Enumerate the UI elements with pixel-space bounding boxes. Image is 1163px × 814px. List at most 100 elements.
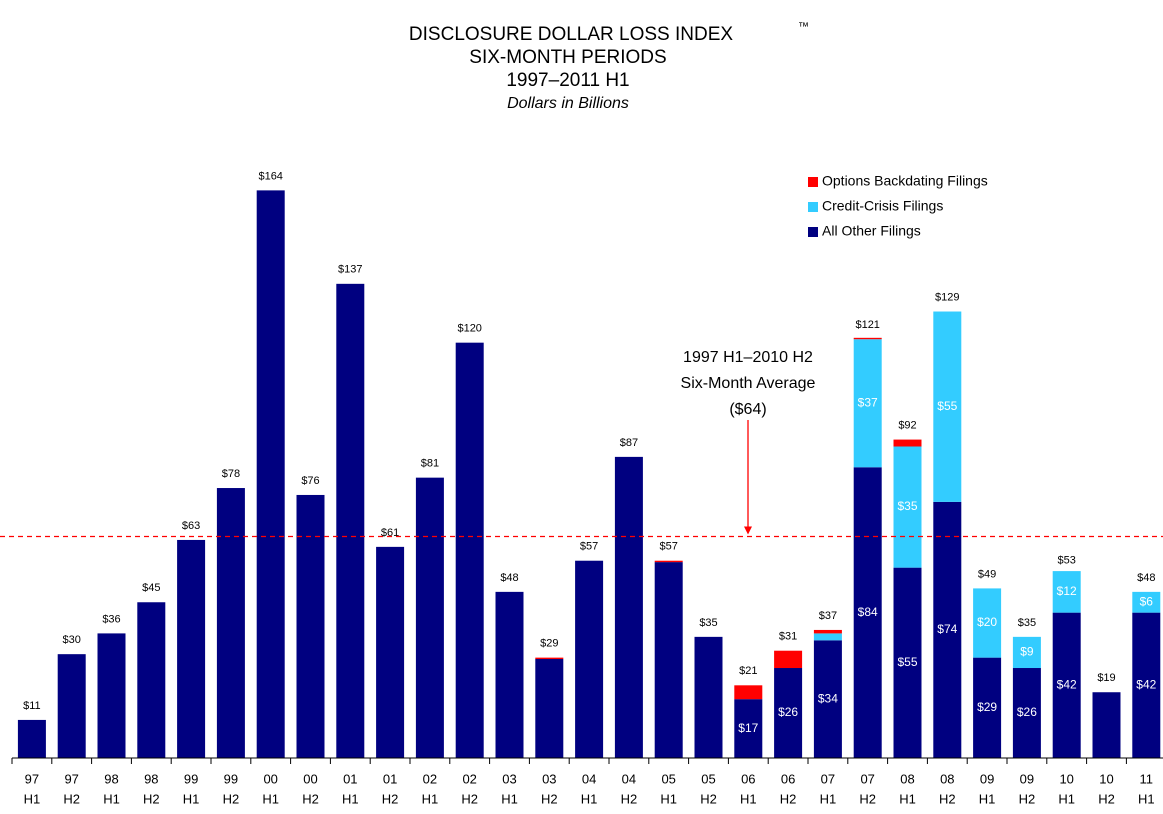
- x-tick-label: 07: [860, 771, 874, 786]
- bar-segment: [933, 501, 962, 758]
- x-tick-label: H1: [342, 791, 359, 806]
- segment-label: $6: [1140, 594, 1154, 608]
- bar-segment: [1052, 571, 1081, 613]
- x-tick-label: H2: [541, 791, 558, 806]
- total-label: $29: [540, 638, 558, 650]
- bar-segment: [296, 494, 325, 758]
- chart-subtitle: SIX-MONTH PERIODS: [469, 47, 666, 68]
- segment-label: $37: [858, 395, 878, 409]
- x-tick-label: 09: [980, 771, 994, 786]
- segment-label: $26: [778, 705, 798, 719]
- bar-segment: [893, 439, 922, 447]
- x-tick-label: 03: [502, 771, 516, 786]
- total-label: $21: [739, 665, 757, 677]
- bar-segment: [376, 546, 405, 758]
- legend-swatch: [808, 177, 818, 187]
- bar-segment: [137, 602, 166, 758]
- x-tick-label: H1: [501, 791, 518, 806]
- total-label: $137: [338, 264, 362, 276]
- total-label: $45: [142, 582, 160, 594]
- segment-label: $42: [1136, 677, 1156, 691]
- x-tick-label: H1: [581, 791, 598, 806]
- bar-segment: [1012, 636, 1041, 669]
- bar-segment: [973, 657, 1002, 758]
- x-tick-label: 08: [940, 771, 954, 786]
- total-label: $35: [699, 617, 717, 629]
- x-tick-label: 98: [144, 771, 158, 786]
- x-tick-label: H2: [223, 791, 240, 806]
- bar-segment: [853, 467, 882, 758]
- bar-segment: [336, 283, 365, 758]
- legend-label: Credit-Crisis Filings: [822, 198, 943, 214]
- bar-segment: [893, 567, 922, 758]
- x-tick-label: 01: [343, 771, 357, 786]
- x-tick-label: H2: [1019, 791, 1036, 806]
- total-label: $78: [222, 468, 240, 480]
- bar-segment: [1092, 692, 1121, 758]
- bar-segment: [495, 591, 524, 758]
- bar-segment: [97, 633, 126, 758]
- x-tick-label: 06: [741, 771, 755, 786]
- x-tick-label: 02: [462, 771, 476, 786]
- average-arrowhead: [744, 526, 752, 535]
- legend-label: Options Backdating Filings: [822, 173, 988, 189]
- x-tick-label: 04: [622, 771, 636, 786]
- x-tick-label: H2: [780, 791, 797, 806]
- x-tick-label: H1: [660, 791, 677, 806]
- title-mark: ™: [798, 21, 809, 33]
- total-label: $48: [1137, 572, 1155, 584]
- segment-label: $74: [937, 622, 957, 636]
- x-tick-label: 03: [542, 771, 556, 786]
- bar-segment: [813, 633, 842, 641]
- total-label: $57: [580, 541, 598, 553]
- bar-segment: [1132, 591, 1161, 613]
- x-tick-label: H2: [621, 791, 638, 806]
- bar-segment: [575, 560, 604, 758]
- total-label: $53: [1058, 554, 1076, 566]
- x-tick-label: 97: [64, 771, 78, 786]
- x-tick-label: H2: [382, 791, 399, 806]
- bar-segment: [256, 190, 285, 758]
- bar-segment: [177, 539, 206, 758]
- total-label: $164: [258, 170, 282, 182]
- x-tick-label: 00: [303, 771, 317, 786]
- total-label: $120: [457, 323, 481, 335]
- x-tick-label: H1: [262, 791, 279, 806]
- average-label: Six-Month Average: [681, 375, 816, 392]
- x-tick-label: H2: [939, 791, 956, 806]
- x-tick-label: 05: [661, 771, 675, 786]
- x-tick-label: 05: [701, 771, 715, 786]
- total-label: $81: [421, 458, 439, 470]
- legend-swatch: [808, 202, 818, 212]
- bar-segment: [774, 668, 803, 758]
- x-tick-label: H2: [461, 791, 478, 806]
- x-tick-label: 10: [1059, 771, 1073, 786]
- bar-segment: [734, 685, 763, 700]
- x-tick-label: 97: [25, 771, 39, 786]
- x-tick-label: H1: [1058, 791, 1075, 806]
- bar-segment: [535, 659, 564, 758]
- bar-segment: [17, 719, 46, 758]
- bar-segment: [654, 562, 683, 758]
- x-tick-label: 06: [781, 771, 795, 786]
- bar-segment: [694, 636, 723, 758]
- segment-label: $84: [858, 605, 878, 619]
- x-tick-label: H1: [1138, 791, 1155, 806]
- bar-segment: [933, 311, 962, 502]
- average-label: 1997 H1–2010 H2: [683, 349, 813, 366]
- segment-label: $35: [897, 499, 917, 513]
- total-label: $11: [23, 700, 41, 712]
- segment-label: $55: [897, 655, 917, 669]
- bar-segment: [455, 342, 484, 758]
- x-tick-label: 09: [1020, 771, 1034, 786]
- bar-segment: [734, 699, 763, 758]
- total-label: $35: [1018, 617, 1036, 629]
- segment-label: $29: [977, 700, 997, 714]
- x-tick-label: H1: [422, 791, 439, 806]
- legend-swatch: [808, 227, 818, 237]
- total-label: $37: [819, 610, 837, 622]
- bar-segment: [853, 339, 882, 468]
- bar-segment: [853, 337, 882, 340]
- x-tick-label: 10: [1099, 771, 1113, 786]
